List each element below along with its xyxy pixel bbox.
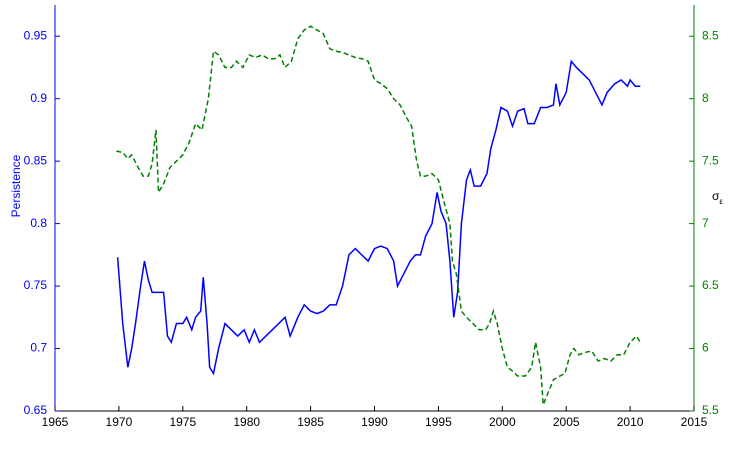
x-tick-label: 2015 (681, 415, 708, 429)
y-tick-label: 0.75 (24, 278, 48, 292)
y2-tick-label: 6.5 (702, 278, 719, 292)
x-tick-label: 2005 (553, 415, 580, 429)
y2-tick-label: 5.5 (702, 403, 719, 417)
y-tick-label: 0.85 (24, 153, 48, 167)
x-tick-label: 1985 (297, 415, 324, 429)
y2-tick-label: 8.5 (702, 28, 719, 42)
x-tick-label: 1965 (42, 415, 69, 429)
y2-label-sub: ε (719, 197, 723, 206)
y2-label-base: σ (712, 189, 720, 203)
y-tick-label: 0.65 (24, 403, 48, 417)
y2-tick-label: 7 (702, 216, 709, 230)
y-tick-label: 0.8 (30, 216, 47, 230)
x-tick-label: 1975 (169, 415, 196, 429)
y-tick-label: 0.9 (30, 91, 47, 105)
x-tick-label: 2010 (617, 415, 644, 429)
data-line (116, 25, 641, 406)
x-tick-label: 2000 (489, 415, 516, 429)
x-tick-label: 1990 (361, 415, 388, 429)
y-tick-label: 0.95 (24, 28, 48, 42)
x-tick-label: 1980 (233, 415, 260, 429)
x-tick-label: 1970 (106, 415, 133, 429)
y2-axis-label: σε (712, 189, 723, 206)
y-axis-label: Persistence (9, 154, 23, 217)
y-tick-label: 0.7 (30, 341, 47, 355)
y2-tick-label: 7.5 (702, 153, 719, 167)
data-line (116, 59, 641, 376)
y2-tick-label: 8 (702, 91, 709, 105)
x-tick-label: 1995 (425, 415, 452, 429)
y2-tick-label: 6 (702, 341, 709, 355)
